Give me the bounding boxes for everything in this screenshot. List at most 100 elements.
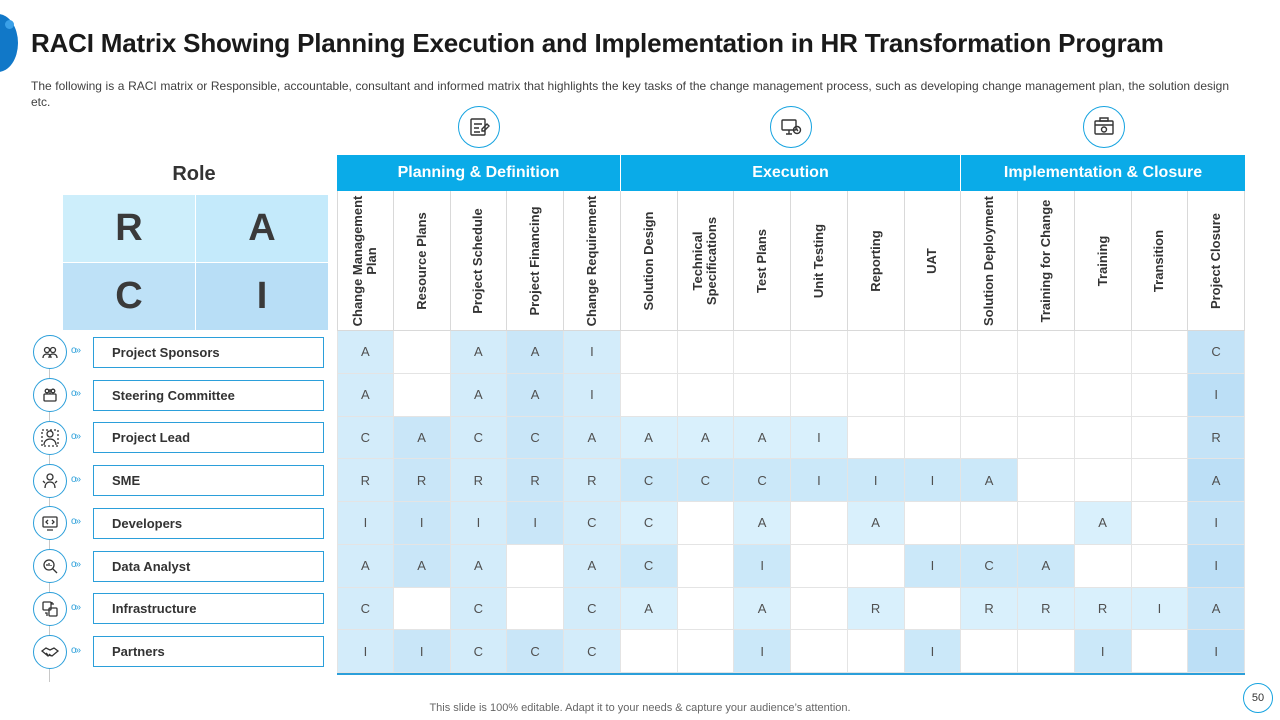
sponsors-icon (33, 335, 67, 370)
column-header: Resource Plans (393, 191, 451, 331)
raci-cell-value: C (1188, 331, 1245, 374)
page-number: 50 (1243, 683, 1273, 713)
raci-cell-value: C (450, 416, 508, 460)
raci-cell-value: A (393, 544, 451, 588)
raci-cell-value: R (450, 459, 508, 502)
raci-cell-value (620, 373, 678, 417)
raci-cell-value: I (450, 502, 508, 545)
raci-cell-value: C (450, 630, 508, 673)
column-header-label: Transition (1151, 229, 1167, 292)
column-header: Change Management Plan (337, 191, 394, 331)
role-heading: Role (172, 163, 216, 185)
raci-cell-value (1074, 459, 1132, 502)
raci-cell-value: I (1188, 630, 1245, 673)
raci-cell-value: I (337, 502, 394, 545)
column-header: UAT (904, 191, 962, 331)
sme-icon (33, 463, 67, 498)
column-header-label: Test Plans (754, 228, 770, 293)
raci-cell-value: A (734, 416, 791, 460)
raci-cell-value: I (1074, 630, 1132, 673)
column-header-label: Reporting (867, 229, 883, 292)
corner-decoration (0, 14, 18, 72)
role-label: Partners (93, 636, 324, 668)
raci-cell-value: C (337, 587, 394, 631)
raci-cell-value: I (1188, 373, 1245, 417)
raci-cell-value: A (450, 373, 508, 417)
raci-cell-value (791, 373, 848, 417)
raci-cell-value: C (337, 416, 394, 460)
arrow-connector-icon: o» (71, 345, 81, 357)
legend-r: R (63, 195, 195, 262)
execution-icon (770, 106, 812, 148)
raci-cell-value (904, 331, 962, 374)
raci-cell-value: I (337, 630, 394, 673)
raci-cell-value (904, 416, 962, 460)
column-header: Training (1074, 191, 1132, 331)
phase-header-planning: Planning & Definition (337, 155, 621, 191)
column-header-label: Change Requirement (583, 195, 599, 326)
raci-cell-value: I (1131, 587, 1189, 631)
role-label: Steering Committee (93, 379, 324, 411)
raci-cell-value: C (620, 502, 678, 545)
column-header: Training for Change (1018, 191, 1075, 331)
arrow-connector-icon: o» (71, 601, 81, 613)
raci-cell-value (1074, 373, 1132, 417)
raci-cell-value: A (1018, 544, 1075, 588)
raci-cell-value (961, 630, 1018, 673)
arrow-connector-icon: o» (71, 559, 81, 571)
raci-cell-value: A (450, 544, 508, 588)
raci-cell-value: R (507, 459, 564, 502)
column-header-label: Solution Design (640, 211, 656, 310)
raci-cell-value: C (677, 459, 735, 502)
raci-cell-value (847, 416, 905, 460)
column-header: Solution Deployment (961, 191, 1018, 331)
raci-cell-value: I (847, 459, 905, 502)
raci-cell-value: C (507, 416, 564, 460)
raci-cell-value: I (393, 630, 451, 673)
column-header-label: Technical Specifications (690, 216, 720, 305)
column-header: Project Closure (1188, 191, 1245, 331)
raci-cell-value (904, 502, 962, 545)
raci-cell-value (1074, 544, 1132, 588)
column-header-label: Project Closure (1208, 212, 1224, 309)
column-header: Solution Design (620, 191, 678, 331)
legend-c: C (63, 263, 195, 330)
raci-cell-value: R (393, 459, 451, 502)
column-header: Test Plans (734, 191, 791, 331)
raci-cell-value: A (1188, 587, 1245, 631)
raci-cell-value (961, 416, 1018, 460)
raci-cell-value (734, 331, 791, 374)
column-header: Transition (1131, 191, 1189, 331)
raci-cell-value (961, 331, 1018, 374)
column-header: Technical Specifications (677, 191, 735, 331)
developers-icon (33, 506, 67, 541)
raci-cell-value (847, 331, 905, 374)
raci-cell-value: I (734, 544, 791, 588)
raci-cell-value (677, 373, 735, 417)
raci-cell-value: R (1018, 587, 1075, 631)
raci-cell-value (1074, 416, 1132, 460)
raci-cell-value (791, 587, 848, 631)
raci-cell-value: A (1074, 502, 1132, 545)
column-header-label: UAT (924, 247, 940, 274)
raci-cell-value (620, 630, 678, 673)
raci-cell-value (961, 502, 1018, 545)
raci-cell-value (1018, 373, 1075, 417)
raci-cell-value (847, 373, 905, 417)
raci-cell-value: I (507, 502, 564, 545)
column-header: Reporting (847, 191, 905, 331)
column-header-label: Unit Testing (810, 223, 826, 298)
column-header-label: Training (1094, 235, 1110, 286)
raci-cell-value (1131, 630, 1189, 673)
raci-cell-value: A (507, 373, 564, 417)
raci-cell-value: I (791, 416, 848, 460)
raci-cell-value: C (564, 630, 621, 673)
raci-cell-value (1074, 331, 1132, 374)
raci-cell-value: A (393, 416, 451, 460)
raci-cell-value (734, 373, 791, 417)
raci-cell-value: C (961, 544, 1018, 588)
raci-cell-value: C (620, 544, 678, 588)
raci-cell-value: A (507, 331, 564, 374)
raci-cell-value: A (734, 502, 791, 545)
column-header: Project Financing (507, 191, 564, 331)
